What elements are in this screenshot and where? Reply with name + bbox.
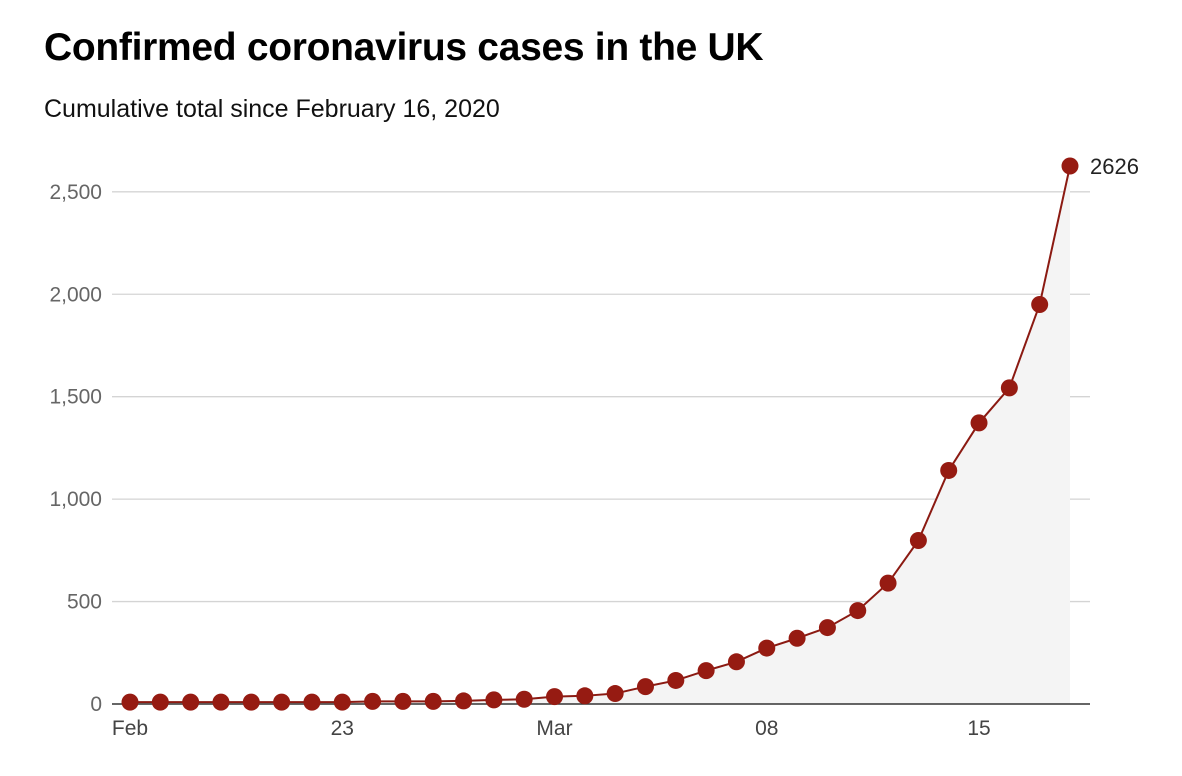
data-point — [364, 692, 382, 710]
chart-title: Confirmed coronavirus cases in the UK — [44, 26, 764, 69]
y-tick-label: 500 — [67, 591, 102, 614]
y-tick-label: 1,000 — [49, 488, 102, 511]
data-point — [697, 662, 715, 680]
data-point — [546, 688, 564, 706]
x-tick-label: 08 — [755, 717, 778, 740]
data-point — [121, 693, 139, 711]
data-point — [151, 693, 169, 711]
end-value-label: 2626 — [1090, 154, 1139, 179]
data-point — [515, 690, 533, 708]
y-tick-label: 2,000 — [49, 283, 102, 306]
area-fill — [130, 166, 1070, 704]
data-point — [879, 574, 897, 592]
chart-subtitle: Cumulative total since February 16, 2020 — [44, 95, 500, 123]
y-axis-ticks: 0 500 1,000 1,500 2,000 2,500 — [49, 181, 102, 716]
x-tick-label: 23 — [331, 717, 354, 740]
data-point — [818, 619, 836, 637]
data-point — [909, 532, 927, 550]
data-point — [1061, 157, 1079, 175]
data-point — [667, 671, 685, 689]
x-tick-label: Mar — [536, 717, 572, 740]
data-point — [849, 602, 867, 620]
data-point — [242, 693, 260, 711]
data-point — [394, 692, 412, 710]
data-point — [636, 678, 654, 696]
data-point — [788, 629, 806, 647]
data-point — [424, 692, 442, 710]
x-axis-ticks: Feb 23 Mar 08 15 — [112, 717, 991, 740]
y-tick-label: 2,500 — [49, 181, 102, 204]
data-point — [970, 414, 988, 432]
gridlines — [112, 191, 1090, 603]
y-tick-label: 1,500 — [49, 386, 102, 409]
data-point — [1031, 296, 1049, 313]
data-point — [212, 693, 230, 711]
data-point — [455, 692, 473, 710]
x-tick-label: Feb — [112, 717, 148, 740]
x-tick-label: 15 — [967, 717, 990, 740]
data-point — [940, 461, 958, 479]
data-point — [273, 693, 291, 711]
data-point — [606, 685, 624, 703]
data-points — [121, 157, 1079, 711]
data-point — [727, 653, 745, 671]
data-point — [182, 693, 200, 711]
data-point — [303, 693, 321, 711]
data-point — [485, 691, 503, 709]
data-point — [1000, 379, 1018, 397]
data-point — [333, 693, 351, 711]
data-point — [758, 639, 776, 657]
y-tick-label: 0 — [90, 693, 102, 716]
data-point — [576, 687, 594, 705]
